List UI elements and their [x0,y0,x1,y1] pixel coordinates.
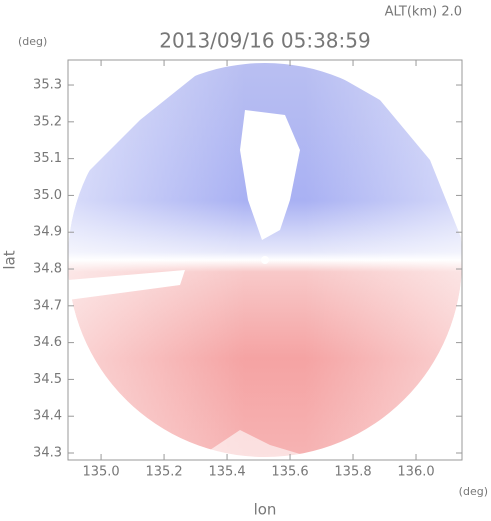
x-tick-label: 135.6 [271,465,308,480]
x-tick-label: 136.0 [397,465,434,480]
y-tick-label: 34.7 [33,298,62,313]
y-tick-label: 35.1 [33,151,62,166]
plot-frame [67,59,463,461]
radar-image [68,60,462,460]
y-tick-label: 35.3 [33,78,62,93]
x-tick-label: 135.0 [82,465,119,480]
x-axis-label: lon [254,501,277,519]
y-tick-label: 34.4 [33,409,62,424]
x-unit: (deg) [459,485,488,498]
y-tick-label: 35.2 [33,114,62,129]
y-axis-label: lat [1,250,19,269]
x-tick-label: 135.4 [208,465,245,480]
y-tick-label: 34.6 [33,335,62,350]
y-tick-label: 34.8 [33,262,62,277]
x-tick-label: 135.8 [334,465,371,480]
chart-title: 2013/09/16 05:38:59 [159,29,370,53]
y-unit: (deg) [18,35,47,48]
altitude: ALT(km) 2.0 [385,5,462,20]
y-tick-label: 34.9 [33,225,62,240]
y-tick-label: 35.0 [33,188,62,203]
y-tick-label: 34.3 [33,446,62,461]
x-tick-label: 135.2 [145,465,182,480]
y-tick-label: 34.5 [33,372,62,387]
